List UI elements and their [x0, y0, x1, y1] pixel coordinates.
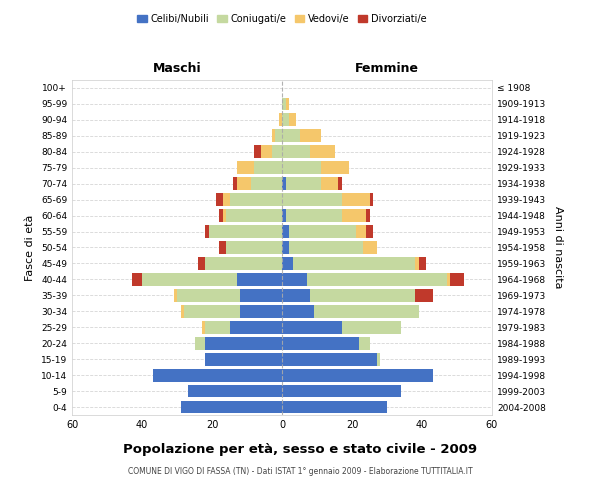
Bar — [314, 305, 419, 318]
Bar — [131, 273, 142, 286]
Bar — [450, 273, 464, 286]
Bar — [152, 368, 282, 382]
Bar — [177, 289, 240, 302]
Bar — [205, 353, 282, 366]
Legend: Celibi/Nubili, Coniugati/e, Vedovi/e, Divorziati/e: Celibi/Nubili, Coniugati/e, Vedovi/e, Di… — [133, 10, 431, 28]
Bar — [236, 162, 254, 174]
Bar — [320, 178, 338, 190]
Bar — [233, 178, 236, 190]
Bar — [282, 384, 401, 398]
Bar — [173, 289, 177, 302]
Bar — [282, 321, 341, 334]
Bar — [341, 321, 401, 334]
Bar — [289, 225, 355, 238]
Bar — [181, 305, 184, 318]
Bar — [278, 114, 282, 126]
Bar — [223, 194, 229, 206]
Text: Femmine: Femmine — [355, 62, 419, 75]
Bar — [377, 353, 380, 366]
Bar — [341, 194, 370, 206]
Bar — [187, 384, 282, 398]
Bar — [219, 209, 223, 222]
Bar — [310, 146, 335, 158]
Bar — [366, 209, 370, 222]
Bar — [282, 241, 289, 254]
Bar — [307, 273, 446, 286]
Bar — [229, 321, 282, 334]
Bar — [282, 273, 307, 286]
Bar — [355, 225, 366, 238]
Bar — [282, 130, 299, 142]
Text: Popolazione per età, sesso e stato civile - 2009: Popolazione per età, sesso e stato civil… — [123, 442, 477, 456]
Bar — [181, 400, 282, 413]
Bar — [202, 321, 205, 334]
Bar — [209, 225, 282, 238]
Bar — [236, 273, 282, 286]
Bar — [299, 130, 320, 142]
Bar — [282, 98, 286, 110]
Bar — [282, 337, 359, 349]
Bar — [236, 178, 251, 190]
Bar — [282, 353, 377, 366]
Bar — [415, 289, 433, 302]
Bar — [289, 114, 296, 126]
Bar — [215, 194, 223, 206]
Bar — [194, 337, 205, 349]
Bar — [320, 162, 349, 174]
Bar — [446, 273, 450, 286]
Bar — [142, 273, 236, 286]
Bar — [205, 257, 282, 270]
Bar — [362, 241, 377, 254]
Bar — [240, 305, 282, 318]
Bar — [289, 241, 362, 254]
Bar — [282, 257, 293, 270]
Y-axis label: Anni di nascita: Anni di nascita — [553, 206, 563, 288]
Bar — [251, 178, 282, 190]
Bar — [359, 337, 370, 349]
Bar — [282, 289, 310, 302]
Bar — [184, 305, 240, 318]
Bar — [229, 194, 282, 206]
Bar — [275, 130, 282, 142]
Bar — [226, 209, 282, 222]
Bar — [240, 289, 282, 302]
Bar — [205, 225, 209, 238]
Bar — [223, 209, 226, 222]
Bar — [205, 337, 282, 349]
Bar — [282, 178, 286, 190]
Bar — [282, 305, 314, 318]
Y-axis label: Fasce di età: Fasce di età — [25, 214, 35, 280]
Bar — [254, 146, 261, 158]
Bar — [341, 209, 366, 222]
Bar — [282, 400, 387, 413]
Bar — [419, 257, 425, 270]
Bar — [271, 130, 275, 142]
Bar — [286, 209, 341, 222]
Bar — [261, 146, 271, 158]
Bar — [282, 209, 286, 222]
Bar — [282, 146, 310, 158]
Bar — [282, 194, 341, 206]
Bar — [286, 98, 289, 110]
Bar — [415, 257, 419, 270]
Bar — [282, 114, 289, 126]
Bar — [226, 241, 282, 254]
Bar — [310, 289, 415, 302]
Bar — [282, 368, 433, 382]
Bar — [338, 178, 341, 190]
Bar — [254, 162, 282, 174]
Bar — [282, 162, 320, 174]
Text: Maschi: Maschi — [152, 62, 202, 75]
Bar — [198, 257, 205, 270]
Bar — [271, 146, 282, 158]
Bar — [370, 194, 373, 206]
Bar — [205, 321, 229, 334]
Text: COMUNE DI VIGO DI FASSA (TN) - Dati ISTAT 1° gennaio 2009 - Elaborazione TUTTITA: COMUNE DI VIGO DI FASSA (TN) - Dati ISTA… — [128, 468, 472, 476]
Bar — [366, 225, 373, 238]
Bar — [219, 241, 226, 254]
Bar — [286, 178, 320, 190]
Bar — [293, 257, 415, 270]
Bar — [282, 225, 289, 238]
